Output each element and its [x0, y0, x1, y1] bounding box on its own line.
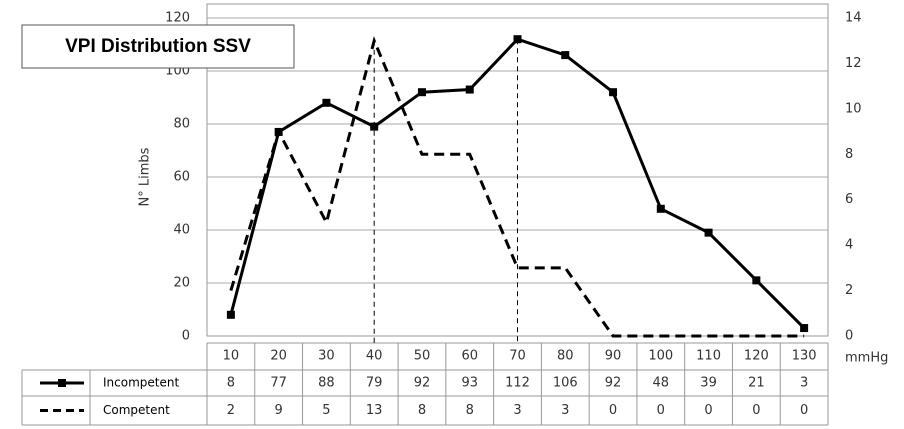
x-tick-label: 60 [461, 349, 478, 364]
table-value: 8 [466, 403, 474, 418]
point [417, 88, 426, 97]
table-value: 8 [227, 376, 235, 391]
table-value: 0 [752, 403, 760, 418]
point [513, 35, 522, 44]
x-tick-label: 50 [414, 349, 431, 364]
y2-tick-label: 2 [845, 283, 853, 298]
plot-frame [206, 3, 829, 337]
table-value: 79 [366, 376, 383, 391]
x-tick-label: 110 [696, 349, 721, 364]
y-tick-label: 60 [173, 170, 190, 185]
table-value: 0 [704, 403, 712, 418]
y2-tick-label: 12 [845, 56, 862, 71]
x-tick-label: 20 [270, 349, 287, 364]
table-value: 88 [318, 376, 335, 391]
y2-tick-label: 6 [845, 192, 853, 207]
y-tick-label: 0 [182, 329, 190, 344]
legend-marker [58, 379, 66, 387]
table-value: 0 [609, 403, 617, 418]
legend-label: Incompetent [103, 376, 179, 390]
series-line [229, 36, 805, 338]
table-value: 8 [418, 403, 426, 418]
y2-tick-label: 0 [845, 329, 853, 344]
y-tick-label: 40 [173, 223, 190, 238]
y2-tick-label: 10 [845, 101, 862, 116]
x-tick-label: 10 [223, 349, 240, 364]
table-value: 92 [605, 376, 622, 391]
point [609, 88, 618, 97]
chart-title: VPI Distribution SSV [65, 36, 251, 57]
x-tick-label: 70 [509, 349, 526, 364]
table-value: 5 [322, 403, 330, 418]
point [226, 310, 235, 319]
table-value: 0 [657, 403, 665, 418]
x-tick-label: 30 [318, 349, 335, 364]
table-value: 3 [513, 403, 521, 418]
y2-tick-label: 8 [845, 147, 853, 162]
table-value: 9 [275, 403, 283, 418]
x-tick-label: 80 [557, 349, 574, 364]
x-tick-label: 100 [648, 349, 673, 364]
x-tick-label: 130 [792, 349, 817, 364]
table-value: 3 [800, 376, 808, 391]
table-value: 2 [227, 403, 235, 418]
point [800, 324, 809, 333]
table-value: 92 [414, 376, 431, 391]
y-tick-label: 80 [173, 117, 190, 132]
point [465, 85, 474, 94]
x-tick-label: 40 [366, 349, 383, 364]
y-axis-label: N° Limbs [138, 147, 153, 206]
table-value: 48 [653, 376, 670, 391]
point [704, 228, 713, 237]
y-tick-label: 120 [165, 11, 190, 26]
point [561, 51, 570, 60]
legend-label: Competent [103, 403, 170, 417]
y2-tick-label: 4 [845, 238, 853, 253]
x-axis-unit: mmHg [845, 351, 888, 366]
table-value: 3 [561, 403, 569, 418]
table-value: 112 [505, 376, 530, 391]
table-value: 13 [366, 403, 383, 418]
point [322, 98, 331, 107]
table-value: 39 [700, 376, 717, 391]
x-tick-label: 90 [605, 349, 622, 364]
y2-tick-label: 14 [845, 11, 862, 26]
table-value: 77 [270, 376, 287, 391]
table-value: 93 [461, 376, 478, 391]
x-tick-label: 120 [744, 349, 769, 364]
table-value: 106 [553, 376, 578, 391]
point [656, 204, 665, 213]
point [752, 276, 761, 285]
table-value: 21 [748, 376, 765, 391]
y-tick-label: 20 [173, 276, 190, 291]
table-value: 0 [800, 403, 808, 418]
title-box [21, 24, 295, 69]
